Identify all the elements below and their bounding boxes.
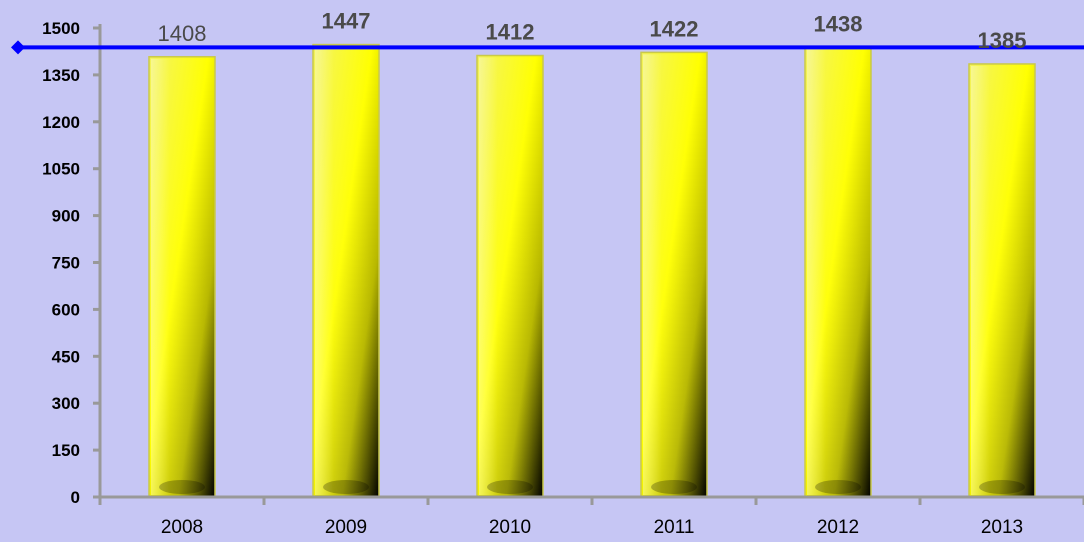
x-tick-label-2009: 2009 bbox=[325, 517, 367, 538]
bar-base-shadow bbox=[979, 480, 1025, 494]
labels-group: 0 150 300 450 600 750 900 1050 1200 1350 1500 2008 2… bbox=[42, 19, 1023, 538]
y-tick-label: 300 bbox=[52, 394, 80, 413]
y-tick-label: 1200 bbox=[42, 113, 80, 132]
bar-2011 bbox=[640, 51, 708, 498]
bar-2013 bbox=[968, 63, 1036, 498]
bar-base-shadow bbox=[651, 480, 697, 494]
bar-base-shadow bbox=[159, 480, 205, 494]
bar-highlight bbox=[315, 46, 377, 495]
bar-highlight bbox=[971, 65, 1033, 495]
data-label-2008: 1408 bbox=[158, 21, 207, 46]
reference-line-marker bbox=[11, 40, 25, 55]
axes-group bbox=[93, 24, 1084, 505]
bar-2008 bbox=[148, 56, 216, 498]
bar-highlight bbox=[643, 54, 705, 495]
y-tick-label: 750 bbox=[52, 254, 80, 273]
bar-highlight bbox=[479, 57, 541, 495]
bar-base-shadow bbox=[815, 480, 861, 494]
y-tick-label: 150 bbox=[52, 441, 80, 460]
y-tick-label: 450 bbox=[52, 347, 80, 366]
x-tick-label-2011: 2011 bbox=[654, 517, 695, 538]
data-label-2009: 1447 bbox=[322, 9, 371, 34]
bar-2009 bbox=[312, 43, 380, 498]
data-label-2010: 1412 bbox=[486, 20, 535, 45]
x-tick-label-2010: 2010 bbox=[489, 517, 531, 538]
bar-2012 bbox=[804, 46, 872, 498]
y-tick-label: 1350 bbox=[42, 66, 80, 85]
y-tick-label: 0 bbox=[71, 488, 80, 507]
reference-line-group: 1408 1447 1412 1422 1438 1385 bbox=[11, 9, 1084, 55]
y-tick-label: 1050 bbox=[42, 160, 80, 179]
bar-highlight bbox=[807, 49, 869, 495]
x-tick-label-2013: 2013 bbox=[981, 517, 1023, 538]
y-tick-label: 600 bbox=[52, 300, 80, 319]
y-tick-label: 1500 bbox=[42, 19, 80, 38]
data-label-2011: 1422 bbox=[650, 16, 699, 41]
y-tick-label: 900 bbox=[52, 207, 80, 226]
bars-group bbox=[148, 43, 1036, 498]
data-label-2012: 1438 bbox=[814, 11, 863, 36]
bar-highlight bbox=[151, 58, 213, 496]
x-tick-label-2012: 2012 bbox=[817, 517, 859, 538]
data-label-2013: 1385 bbox=[978, 28, 1027, 53]
bar-2010 bbox=[476, 54, 544, 498]
bar-base-shadow bbox=[323, 480, 369, 494]
bar-base-shadow bbox=[487, 480, 533, 494]
x-tick-label-2008: 2008 bbox=[161, 517, 203, 538]
